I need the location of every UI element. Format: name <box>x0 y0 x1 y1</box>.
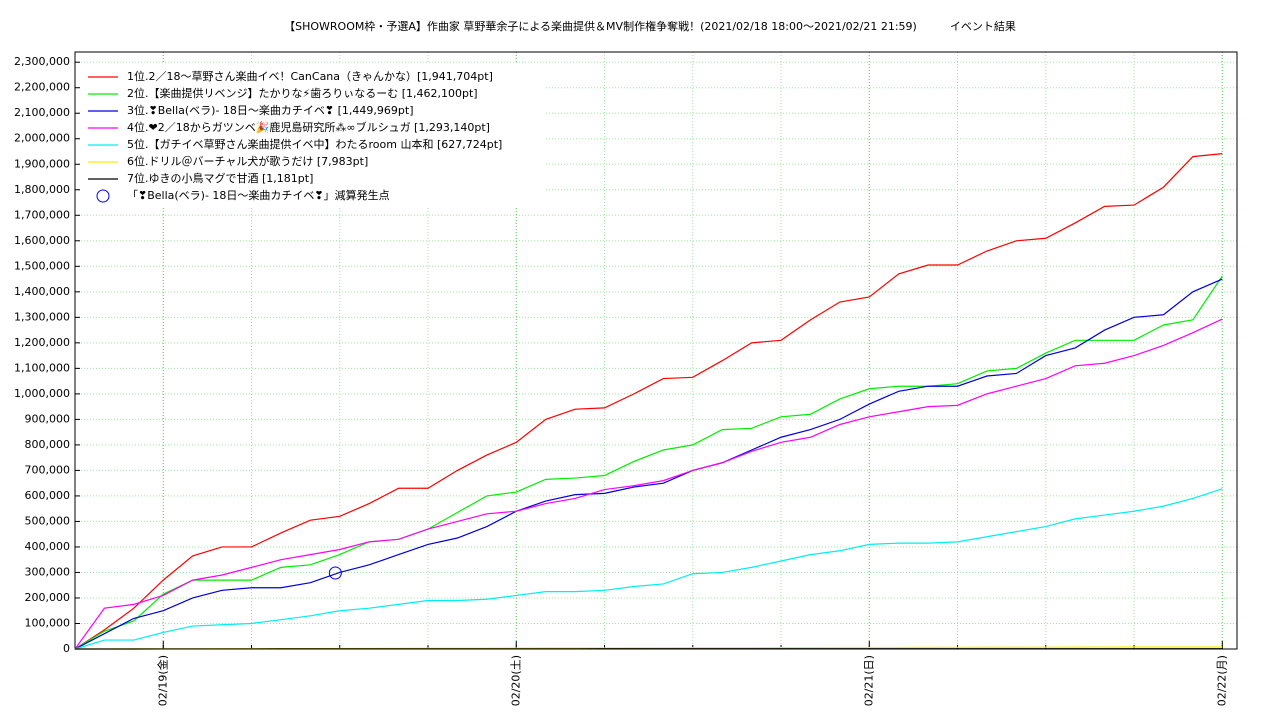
legend-label: 6位.ドリル＠バーチャル犬が歌うだけ [7,983pt] <box>127 154 368 168</box>
series-line <box>75 276 1222 649</box>
y-tick-label: 2,000,000 <box>14 132 70 145</box>
chart-title: 【SHOWROOM枠・予選A】作曲家 草野華余子による楽曲提供＆MV制作権争奪戦… <box>284 19 1016 33</box>
x-tick-label: 02/22(月) <box>1215 655 1228 706</box>
x-tick-label: 02/19(金) <box>155 655 169 706</box>
y-tick-label: 400,000 <box>25 540 71 553</box>
y-tick-label: 1,300,000 <box>14 310 70 323</box>
legend-label: 3位.❣Bella(ベラ)- 18日〜楽曲カチイベ❣ [1,449,969pt] <box>127 103 414 117</box>
y-tick-label: 1,100,000 <box>14 361 70 374</box>
legend-label: 5位.【ガチイベ草野さん楽曲提供イベ中】わたるroom 山本和 [627,724… <box>127 137 502 151</box>
y-tick-label: 1,600,000 <box>14 234 70 247</box>
legend-label: 1位.2／18〜草野さん楽曲イベ！CanCana（きゃんかな）[1,941,70… <box>127 69 493 83</box>
y-tick-label: 1,700,000 <box>14 208 70 221</box>
y-tick-label: 1,200,000 <box>14 336 70 349</box>
y-tick-label: 1,800,000 <box>14 183 70 196</box>
series-line <box>75 279 1222 649</box>
y-tick-label: 100,000 <box>25 616 71 629</box>
legend-label: 4位.❤2／18からガツンベ🎉鹿児島研究所⁂∞ブルシュガ [1,293,140p… <box>127 120 490 134</box>
y-tick-label: 700,000 <box>25 463 71 476</box>
y-tick-label: 800,000 <box>25 438 71 451</box>
series-line <box>75 154 1222 649</box>
y-tick-label: 0 <box>63 642 70 655</box>
legend-label: 2位.【楽曲提供リベンジ】たかりな⚡歯ろりぃなるーむ [1,462,100pt] <box>127 86 478 100</box>
y-tick-label: 500,000 <box>25 514 71 527</box>
y-tick-label: 2,100,000 <box>14 106 70 119</box>
x-tick-label: 02/20(土) <box>509 655 522 706</box>
x-tick-label: 02/21(日) <box>862 655 875 706</box>
y-tick-label: 200,000 <box>25 591 71 604</box>
y-tick-label: 2,200,000 <box>14 81 70 94</box>
y-tick-label: 2,300,000 <box>14 55 70 68</box>
y-tick-label: 300,000 <box>25 565 71 578</box>
legend-label: 「❣Bella(ベラ)- 18日〜楽曲カチイベ❣」減算発生点 <box>127 188 390 202</box>
y-tick-label: 1,900,000 <box>14 157 70 170</box>
y-tick-label: 600,000 <box>25 489 71 502</box>
legend-label: 7位.ゆきの小鳥マグで甘酒 [1,181pt] <box>127 171 313 185</box>
y-tick-label: 1,500,000 <box>14 259 70 272</box>
y-tick-label: 900,000 <box>25 412 71 425</box>
legend: 1位.2／18〜草野さん楽曲イベ！CanCana（きゃんかな）[1,941,70… <box>80 63 545 206</box>
y-tick-label: 1,000,000 <box>14 387 70 400</box>
y-tick-label: 1,400,000 <box>14 285 70 298</box>
